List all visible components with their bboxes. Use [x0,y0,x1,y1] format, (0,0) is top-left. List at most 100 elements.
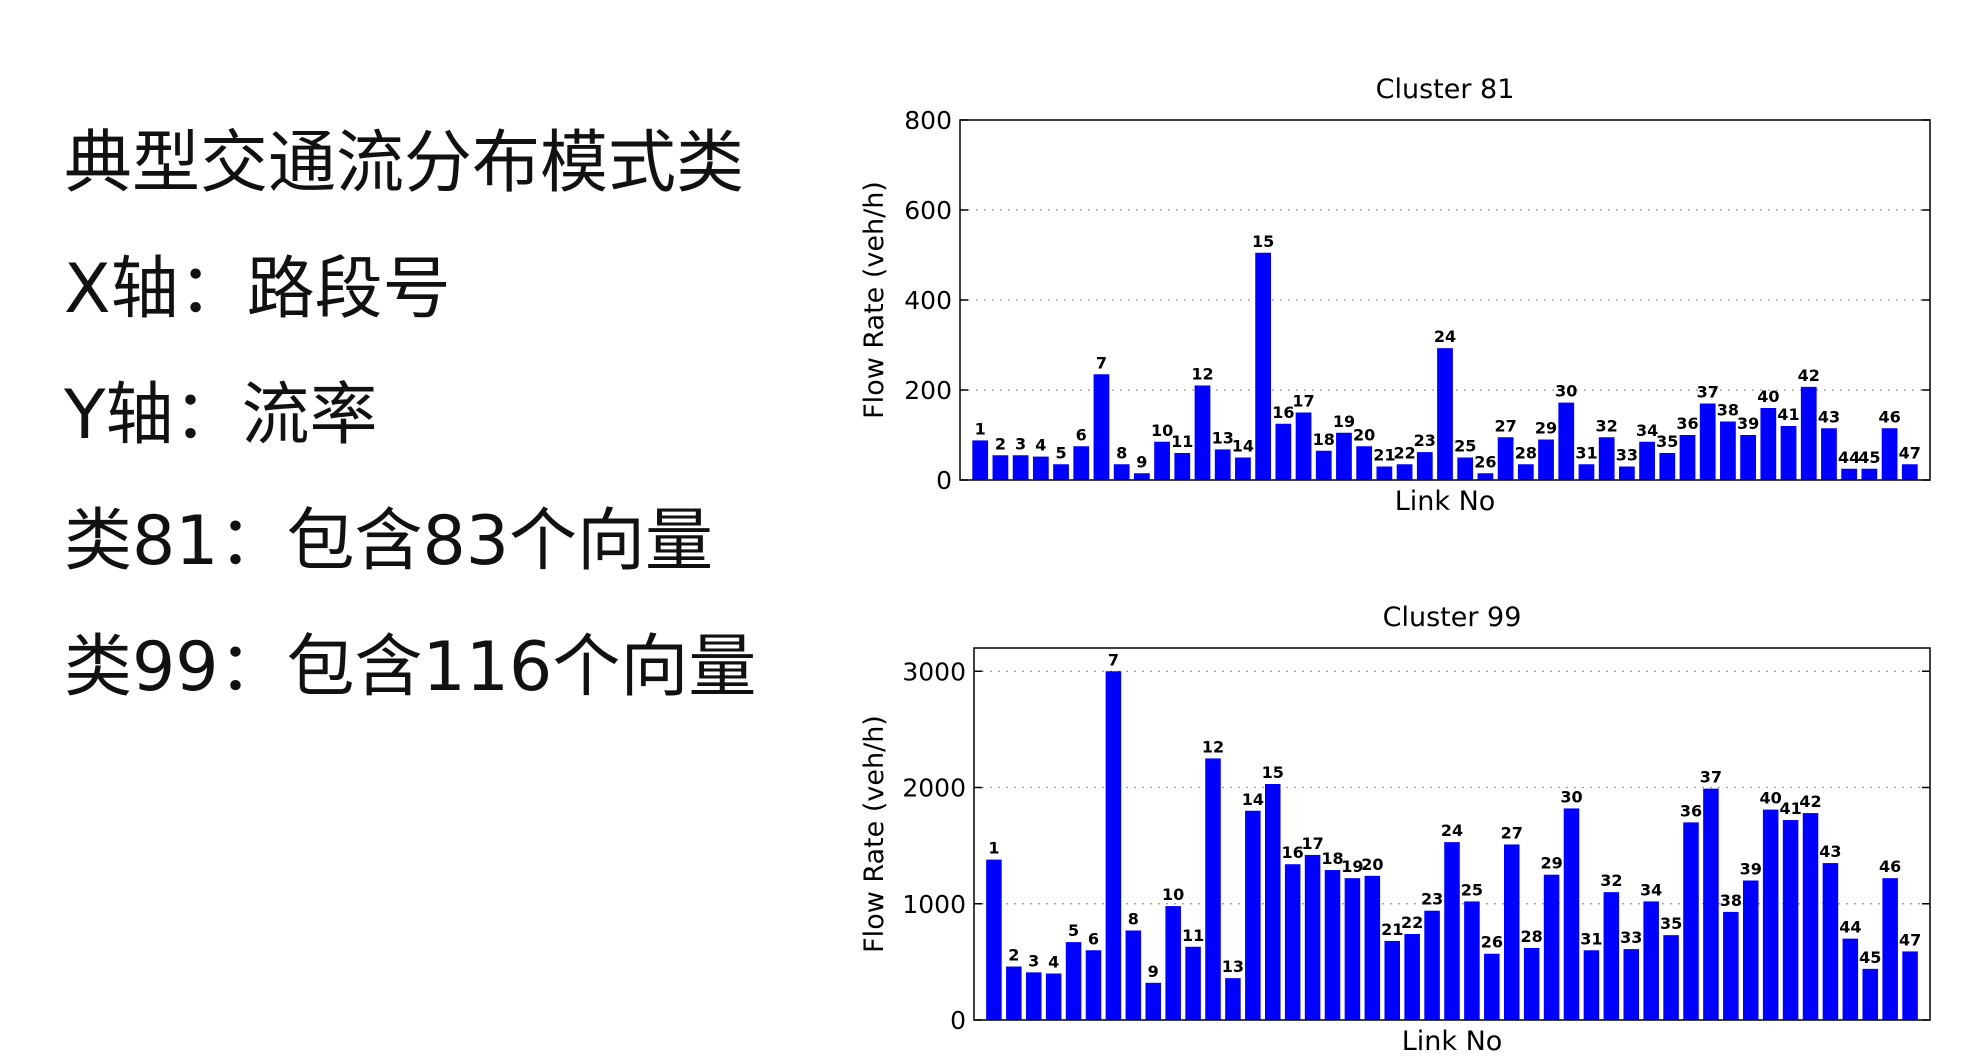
bar-label: 27 [1501,823,1523,842]
bar [1497,437,1514,480]
bar-label: 4 [1035,436,1046,455]
bar [1344,878,1361,1020]
bar-label: 13 [1222,957,1244,976]
bar [1782,820,1799,1020]
bar [1683,822,1699,1020]
bar-label: 38 [1720,891,1742,910]
bar [1133,473,1150,480]
bar-label: 7 [1108,650,1119,669]
bar [1464,901,1480,1020]
plot-frame [973,647,1931,1021]
bar-label: 37 [1700,768,1722,787]
bar [1185,946,1201,1020]
y-tick-label: 400 [904,286,952,315]
bar-label: 12 [1191,365,1213,384]
bar-label: 32 [1600,871,1622,890]
bar [1578,464,1595,480]
bar-label: 17 [1292,392,1314,411]
bar [1025,972,1042,1020]
bar-label: 6 [1088,929,1099,948]
bar-label: 8 [1128,909,1139,928]
bar [1336,432,1352,480]
bar [1842,938,1859,1020]
bar [1125,930,1142,1020]
bar [1284,864,1301,1020]
bar-label: 10 [1151,421,1173,440]
bar-label: 16 [1282,843,1304,862]
bar-label: 5 [1068,921,1079,940]
bar [1255,252,1272,480]
bar-label: 31 [1580,929,1602,948]
bar [1105,671,1122,1020]
bar [1225,978,1241,1020]
bar-label: 34 [1640,880,1662,899]
y-tick-label: 0 [936,466,952,495]
bar-label: 3 [1015,434,1026,453]
bar-label: 46 [1878,407,1900,426]
bar-label: 29 [1540,854,1562,873]
bar [1404,933,1420,1020]
bar-label: 43 [1819,842,1841,861]
bar-label: 13 [1212,428,1234,447]
bar-label: 26 [1481,933,1503,952]
bar-label: 7 [1096,353,1107,372]
y-tick-label: 0 [950,1006,966,1035]
bar [1720,421,1736,480]
bar-label: 29 [1535,419,1557,438]
bar [1315,450,1332,480]
bar-label: 27 [1494,416,1516,435]
bar-label: 45 [1858,448,1880,467]
text-line-cluster-99: 类99：包含116个向量 [64,628,757,707]
bar [1457,457,1474,480]
bar [1444,842,1460,1020]
bar [1723,911,1739,1020]
bar [1085,950,1102,1020]
bar-label: 22 [1393,443,1415,462]
bar-label: 21 [1381,920,1403,939]
bar-label: 15 [1252,232,1274,251]
bar-label: 2 [995,434,1006,453]
bar [1364,875,1381,1020]
bar [1396,464,1413,480]
bar [1740,435,1757,480]
y-axis-label: Flow Rate (veh/h) [859,715,890,953]
bar [1424,910,1440,1020]
bar-label: 25 [1461,880,1483,899]
bar-label: 11 [1171,432,1193,451]
bar-label: 24 [1434,327,1456,346]
bar [1822,863,1839,1020]
bar [1821,428,1837,480]
bar-label: 8 [1116,443,1127,462]
bar [1861,468,1878,480]
bar [1563,808,1580,1020]
bar [1659,453,1676,480]
bar-label: 47 [1899,443,1921,462]
bar [1639,441,1655,480]
bar-label: 20 [1361,855,1383,874]
bar [1154,441,1170,480]
bar [1699,403,1716,480]
bar [1304,854,1321,1020]
bar-label: 43 [1818,407,1840,426]
bar [1145,982,1162,1020]
bar-label: 37 [1697,383,1719,402]
bar-label: 12 [1202,737,1224,756]
chart-title: Cluster 81 [1376,74,1515,105]
bar [1742,880,1759,1020]
bar-label: 36 [1680,801,1702,820]
bar [1214,449,1231,480]
text-line-x-axis: X轴：路段号 [64,250,451,329]
bar-label: 11 [1182,926,1204,945]
bar [1760,408,1777,480]
bar-label: 18 [1313,430,1335,449]
bar [1245,810,1261,1020]
bar-label: 31 [1575,443,1597,462]
bar [1598,437,1615,480]
chart-title: Cluster 99 [1383,602,1522,633]
bar-label: 44 [1839,918,1861,937]
bar-label: 34 [1636,421,1658,440]
bar-label: 14 [1232,437,1254,456]
y-tick-label: 2000 [902,774,966,803]
bar-label: 39 [1737,414,1759,433]
bar [1045,973,1062,1020]
